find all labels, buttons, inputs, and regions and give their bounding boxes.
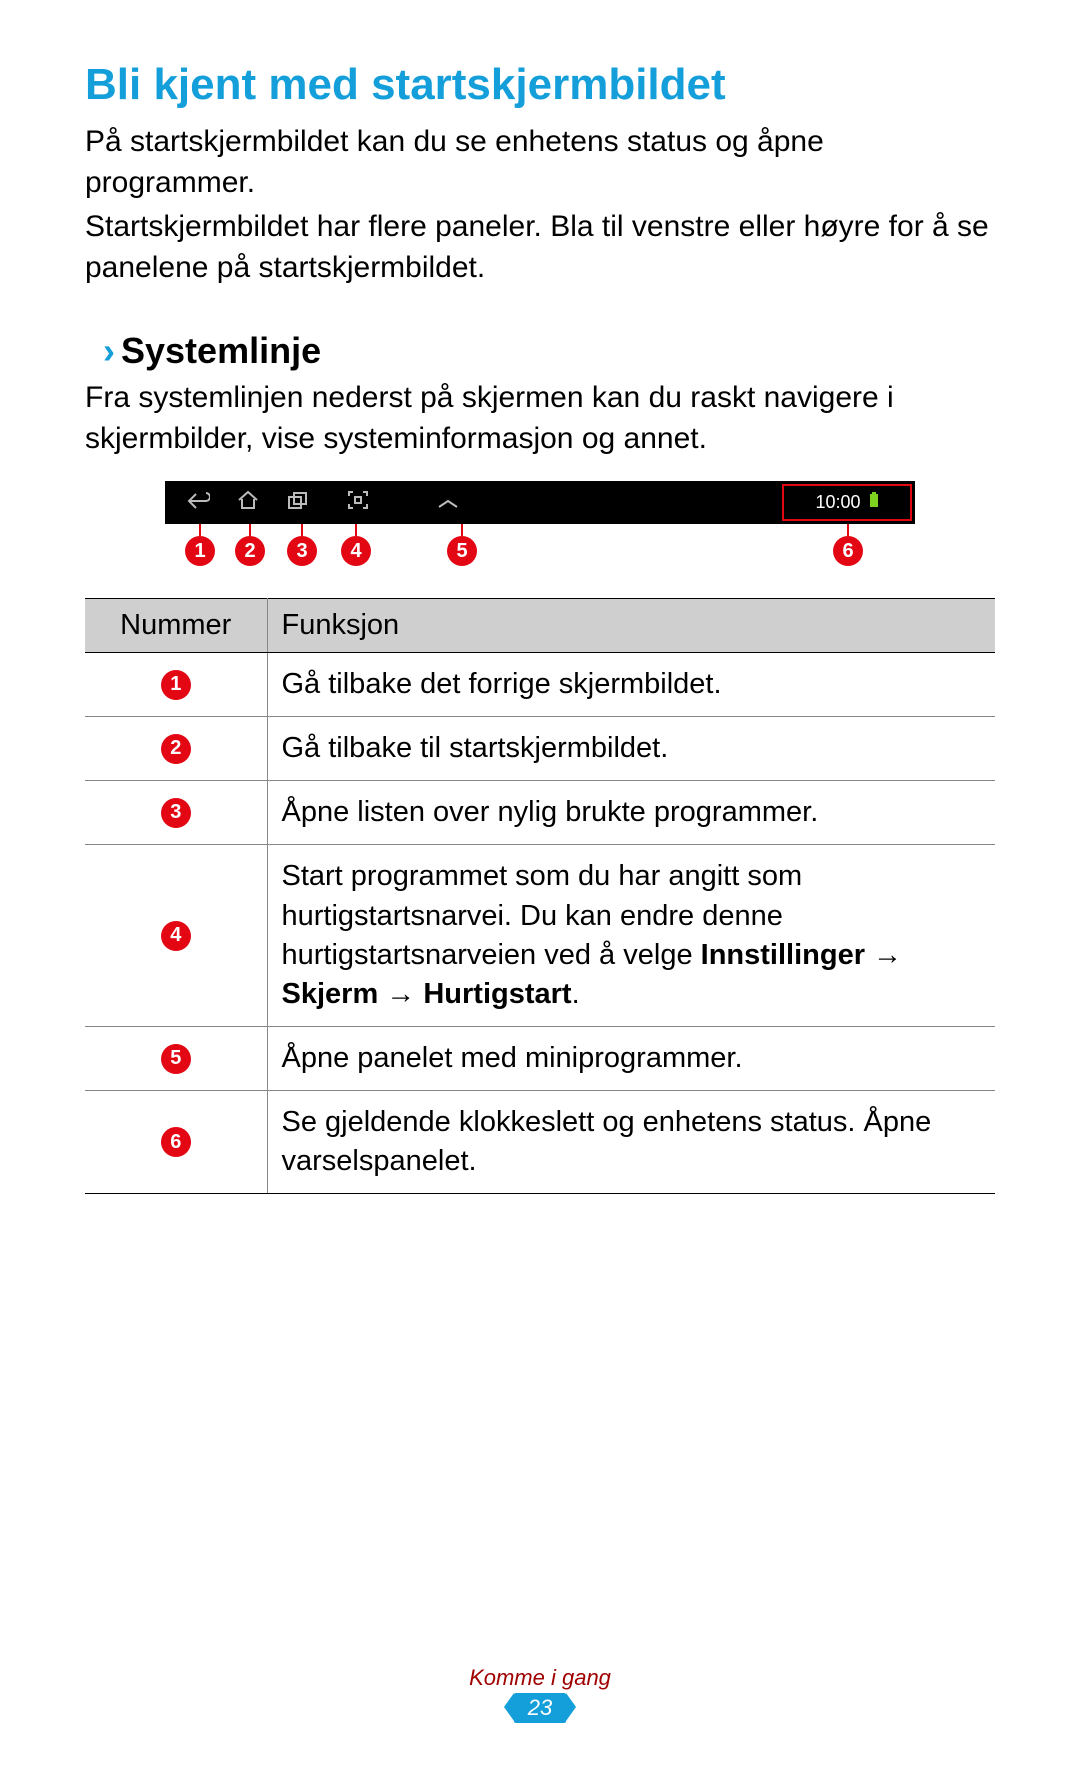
callout-row: 1234 5 6 [165, 524, 915, 584]
row-badge: 3 [161, 798, 191, 828]
row-function-cell: Gå tilbake til startskjermbildet. [267, 717, 995, 781]
table-row: 3 Åpne listen over nylig brukte programme… [85, 781, 995, 845]
callout-5: 5 [447, 524, 477, 566]
home-icon [223, 490, 273, 516]
callout-badge: 1 [185, 536, 215, 566]
battery-icon [869, 492, 879, 513]
callout-badge: 4 [341, 536, 371, 566]
callout-2: 2 [235, 524, 265, 566]
system-bar: 10:00 [165, 481, 915, 524]
row-number-cell: 2 [85, 717, 267, 781]
table-row: 2 Gå tilbake til startskjermbildet. [85, 717, 995, 781]
clock-text: 10:00 [815, 492, 860, 513]
col-header-number: Nummer [85, 599, 267, 653]
function-table: Nummer Funksjon 1 Gå tilbake det forrige … [85, 598, 995, 1194]
status-area: 10:00 [782, 484, 912, 521]
callout-4: 4 [341, 524, 371, 566]
row-function-cell: Gå tilbake det forrige skjermbildet. [267, 653, 995, 717]
footer-section-name: Komme i gang [0, 1665, 1080, 1691]
recent-apps-icon [273, 490, 323, 516]
callout-badge: 2 [235, 536, 265, 566]
row-function-cell: Åpne listen over nylig brukte programmer… [267, 781, 995, 845]
table-row: 1 Gå tilbake det forrige skjermbildet. [85, 653, 995, 717]
mini-apps-icon [413, 490, 483, 516]
callout-3: 3 [287, 524, 317, 566]
row-badge: 1 [161, 670, 191, 700]
row-function-cell: Se gjeldende klokkeslett og enhetens sta… [267, 1091, 995, 1194]
callout-6: 6 [833, 524, 863, 566]
row-number-cell: 1 [85, 653, 267, 717]
chevron-icon: › [103, 330, 115, 372]
page-number: 23 [514, 1693, 566, 1723]
callout-badge: 5 [447, 536, 477, 566]
row-number-cell: 5 [85, 1026, 267, 1090]
table-row: 6 Se gjeldende klokkeslett og enhetens st… [85, 1091, 995, 1194]
col-header-function: Funksjon [267, 599, 995, 653]
page-footer: Komme i gang 23 [0, 1665, 1080, 1723]
table-row: 4 Start programmet som du har angitt som … [85, 845, 995, 1027]
row-badge: 5 [161, 1044, 191, 1074]
row-number-cell: 4 [85, 845, 267, 1027]
callout-badge: 6 [833, 536, 863, 566]
section-paragraph: Fra systemlinjen nederst på skjermen kan… [85, 378, 995, 459]
row-badge: 2 [161, 734, 191, 764]
callout-badge: 3 [287, 536, 317, 566]
row-number-cell: 6 [85, 1091, 267, 1194]
row-badge: 4 [161, 921, 191, 951]
row-number-cell: 3 [85, 781, 267, 845]
quickstart-icon [333, 490, 383, 516]
row-badge: 6 [161, 1127, 191, 1157]
back-icon [173, 490, 223, 516]
row-function-cell: Start programmet som du har angitt som h… [267, 845, 995, 1027]
page-title: Bli kjent med startskjermbildet [85, 60, 995, 110]
intro-paragraph-1: På startskjermbildet kan du se enhetens … [85, 122, 995, 203]
section-heading: Systemlinje [121, 330, 321, 372]
callout-1: 1 [185, 524, 215, 566]
table-row: 5 Åpne panelet med miniprogrammer. [85, 1026, 995, 1090]
intro-paragraph-2: Startskjermbildet har flere paneler. Bla… [85, 207, 995, 288]
row-function-cell: Åpne panelet med miniprogrammer. [267, 1026, 995, 1090]
